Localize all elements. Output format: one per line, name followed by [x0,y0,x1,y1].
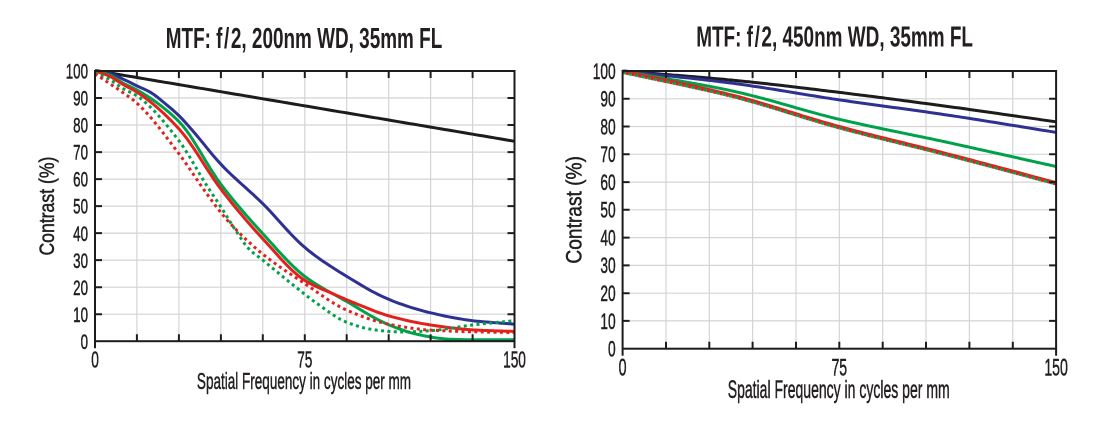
svg-text:40: 40 [73,222,88,246]
svg-text:0: 0 [608,337,616,361]
svg-text:100: 100 [593,60,616,84]
svg-text:90: 90 [73,87,88,111]
svg-text:Spatial Frequency in cycles pe: Spatial Frequency in cycles per mm [197,368,411,394]
svg-text:20: 20 [73,276,88,300]
svg-text:MTF: f / 2, 200nm WD, 35mm FL: MTF: f / 2, 200nm WD, 35mm FL [166,23,443,55]
svg-text:Contrast (%): Contrast (%) [562,156,587,264]
svg-text:MTF: f / 2, 450nm WD, 35mm FL: MTF: f / 2, 450nm WD, 35mm FL [696,22,973,54]
svg-text:30: 30 [73,249,88,273]
svg-text:0: 0 [91,348,99,374]
svg-text:70: 70 [73,141,88,165]
svg-text:150: 150 [1044,355,1068,382]
svg-text:80: 80 [73,114,88,138]
svg-text:10: 10 [73,303,88,327]
svg-text:80: 80 [600,115,615,139]
svg-text:20: 20 [600,282,615,306]
svg-text:60: 60 [73,168,88,192]
svg-text:Contrast (%): Contrast (%) [35,157,59,256]
svg-text:60: 60 [600,171,615,195]
svg-text:0: 0 [81,330,89,354]
svg-text:100: 100 [66,59,88,83]
svg-text:30: 30 [600,254,615,278]
svg-text:50: 50 [600,199,615,223]
svg-text:0: 0 [619,355,627,382]
svg-text:40: 40 [600,226,615,250]
svg-text:50: 50 [73,195,88,219]
svg-text:70: 70 [600,143,615,167]
svg-text:75: 75 [831,355,847,382]
svg-text:Spatial Frequency in cycles pe: Spatial Frequency in cycles per mm [728,377,950,404]
svg-text:75: 75 [297,348,312,374]
svg-text:90: 90 [600,87,615,111]
svg-text:150: 150 [503,348,526,374]
svg-text:10: 10 [600,310,615,334]
